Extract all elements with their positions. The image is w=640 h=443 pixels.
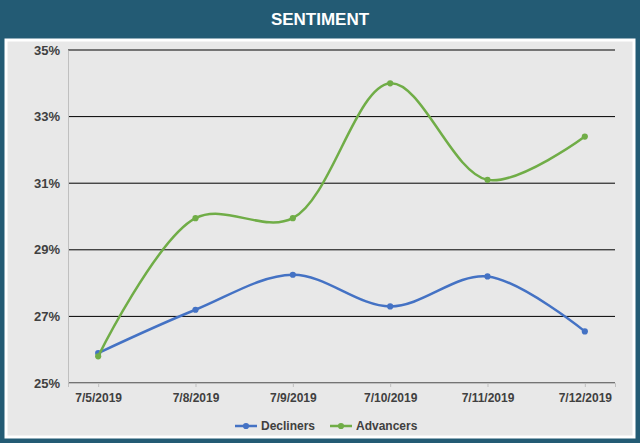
x-tick-mark	[196, 383, 197, 387]
x-tick-mark	[293, 383, 294, 387]
legend-item: Advancers	[330, 419, 418, 433]
series-marker	[387, 80, 393, 86]
y-tick-label: 25%	[34, 376, 60, 391]
y-tick: 33%	[34, 109, 68, 124]
grid-line	[68, 116, 615, 117]
x-axis: 7/5/2019 7/8/2019 7/9/2019 7/10/2019 7/11/20…	[69, 383, 616, 405]
title: SENTIMENT	[271, 10, 370, 29]
y-tick-label: 33%	[34, 109, 60, 124]
background	[0, 0, 640, 443]
y-tick-label: 31%	[34, 176, 60, 191]
x-tick: 7/8/2019	[173, 383, 220, 405]
y-tick: 29%	[34, 242, 68, 257]
x-axis-line	[69, 384, 616, 388]
x-tick-label: 7/5/2019	[75, 391, 122, 405]
x-tick: 7/12/2019	[559, 383, 613, 405]
legend-marker	[338, 423, 344, 429]
y-tick-label: 29%	[34, 242, 60, 257]
series-marker	[484, 273, 490, 279]
series-marker	[290, 272, 296, 278]
series-marker	[290, 215, 296, 221]
chart-panel	[6, 40, 634, 437]
grid	[68, 50, 615, 383]
x-tick-mark	[487, 383, 488, 387]
plot: 25% 27% 29% 31% 33% 35% 7/5/2019 7/8/2019 7/9/20…	[34, 43, 616, 405]
y-tick-label: 27%	[34, 309, 60, 324]
y-tick: 31%	[34, 176, 68, 191]
x-tick-label: 7/11/2019	[462, 391, 515, 405]
legend-label: Decliners	[261, 419, 315, 433]
x-tick: 7/5/2019	[75, 383, 122, 405]
series-marker	[582, 328, 588, 334]
series-marker	[484, 177, 490, 183]
series-marker	[387, 303, 393, 309]
x-tick: 7/11/2019	[462, 383, 515, 405]
series-marker	[582, 133, 588, 139]
x-tick-mark	[390, 383, 391, 387]
grid-line	[68, 183, 615, 184]
x-tick-mark	[585, 383, 586, 387]
series-marker	[192, 215, 198, 221]
legend-item: Decliners	[235, 419, 315, 433]
series-group	[95, 80, 588, 359]
y-axis: 25% 27% 29% 31% 33% 35%	[34, 43, 69, 391]
series-marker	[95, 353, 101, 359]
grid-line	[68, 249, 615, 250]
series-line	[98, 275, 585, 353]
grid-line	[68, 316, 615, 317]
series-line	[98, 83, 585, 356]
legend: Decliners Advancers	[235, 419, 418, 433]
x-tick-label: 7/12/2019	[559, 391, 613, 405]
y-axis-line	[68, 51, 69, 384]
x-tick-label: 7/8/2019	[173, 391, 220, 405]
x-tick-label: 7/9/2019	[270, 391, 317, 405]
x-tick: 7/9/2019	[270, 383, 317, 405]
y-tick: 35%	[34, 43, 68, 58]
grid-line	[68, 50, 615, 51]
y-tick: 25%	[34, 376, 68, 391]
x-tick-mark	[98, 383, 99, 387]
y-tick-label: 35%	[34, 43, 60, 58]
legend-label: Advancers	[356, 419, 418, 433]
legend-marker	[243, 423, 249, 429]
y-tick: 27%	[34, 309, 68, 324]
series-marker	[192, 307, 198, 313]
x-tick-label: 7/10/2019	[364, 391, 418, 405]
x-tick: 7/10/2019	[364, 383, 418, 405]
